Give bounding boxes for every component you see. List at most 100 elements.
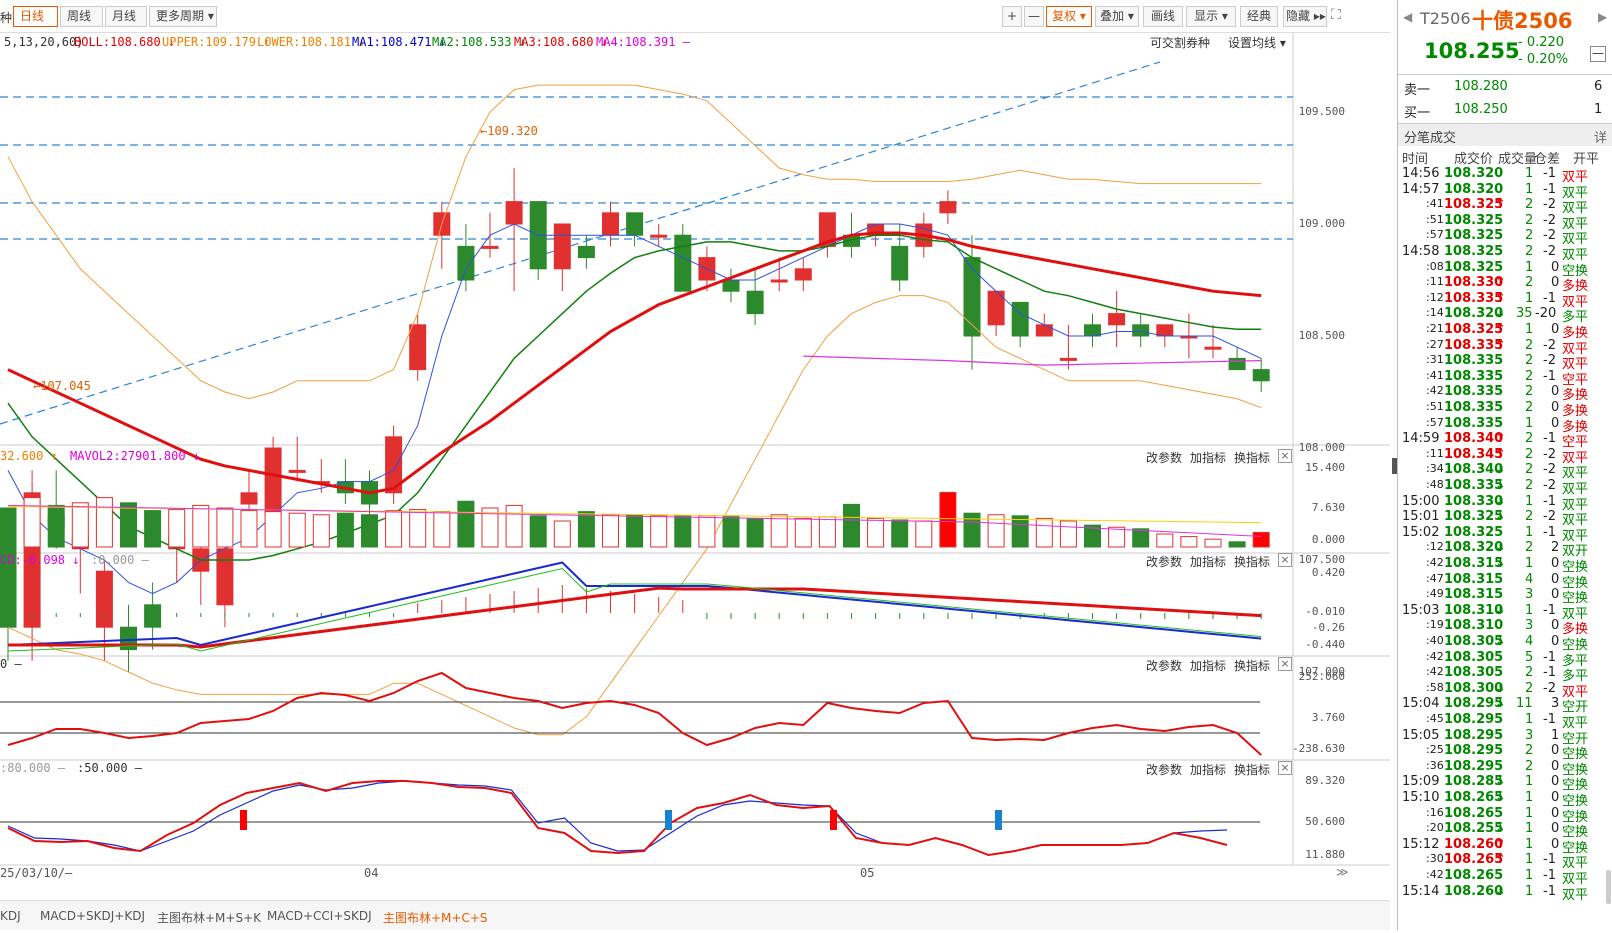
volume-bar <box>794 517 812 548</box>
detail-button[interactable]: 详 <box>1594 131 1608 146</box>
fullscreen-icon[interactable]: ⛶ <box>1331 7 1341 23</box>
toolbar-btn-1[interactable]: — <box>1024 6 1044 27</box>
layout-tab-3[interactable]: MACD+CCI+SKDJ <box>267 909 372 923</box>
trade-volume: 5 <box>1525 649 1534 665</box>
volume-bar <box>1035 517 1053 548</box>
trade-price: 108.295 <box>1444 712 1504 727</box>
volume-bar <box>1059 520 1077 548</box>
trade-type: 多换 <box>1562 279 1589 295</box>
set-ma-link[interactable]: 设置均线 ▾ <box>1228 36 1286 50</box>
trade-type: 双平 <box>1562 466 1589 482</box>
collapse-icon[interactable]: — <box>1590 46 1606 62</box>
trade-row: 15:00 108.330 ↓ 1 -1 双平 <box>1398 494 1612 513</box>
trade-type: 双平 <box>1562 201 1589 217</box>
kdj-link-1[interactable]: 加指标 <box>1190 763 1227 777</box>
trade-oi-change: 0 <box>1551 571 1560 587</box>
candle <box>1011 301 1029 348</box>
kdj-link-2[interactable]: 换指标 <box>1234 763 1271 777</box>
cci-close-icon[interactable]: × <box>1278 657 1292 671</box>
trade-time: :31 <box>1426 353 1444 367</box>
cci-link-1[interactable]: 加指标 <box>1190 659 1227 673</box>
trade-oi-change: -1 <box>1543 431 1556 447</box>
volume-bar <box>1228 541 1246 548</box>
contract-name: 十债2506 <box>1472 9 1573 33</box>
trade-row: :11 108.345 ↑ 2 -2 双平 <box>1398 446 1612 466</box>
price-axis-label: 107.500 <box>1298 553 1345 566</box>
volume-link-0[interactable]: 改参数 <box>1146 451 1183 465</box>
period-tab-2[interactable]: 月线 <box>105 6 147 27</box>
ma1-line <box>7 223 1262 595</box>
trade-row: 14:57 108.320 1 -1 双平 <box>1398 182 1612 201</box>
scrollbar[interactable] <box>1606 870 1611 904</box>
trade-time: :11 <box>1426 275 1444 289</box>
macd-link-2[interactable]: 换指标 <box>1234 555 1271 569</box>
macd-axis-label: -0.26 <box>1311 621 1345 634</box>
cci-link-2[interactable]: 换指标 <box>1234 659 1271 673</box>
boll-legend-item: 5,13,20,60) <box>4 35 84 49</box>
toolbar-btn-0[interactable]: + <box>1002 6 1022 27</box>
trade-volume: 2 <box>1525 758 1534 774</box>
kdj-link-0[interactable]: 改参数 <box>1146 763 1183 777</box>
trade-oi-change: 0 <box>1551 743 1560 759</box>
trade-row: :30 108.265 ↑ 1 -1 双平 <box>1398 852 1612 871</box>
trade-oi-change: 3 <box>1551 696 1560 712</box>
toolbar-btn-4[interactable]: 画线 <box>1143 6 1183 27</box>
period-tab-1[interactable]: 周线 <box>60 6 103 27</box>
toolbar-btn-6[interactable]: 经典 <box>1240 6 1278 27</box>
volume-bar <box>216 507 234 548</box>
trade-row: 15:05 108.295 3 1 空开 <box>1398 728 1612 747</box>
macd-link-0[interactable]: 改参数 <box>1146 555 1183 569</box>
toolbar-btn-3[interactable]: 叠加 ▾ <box>1095 6 1139 27</box>
period-tab-0[interactable]: 日线 <box>13 6 58 27</box>
volume-bar <box>770 514 788 548</box>
deliverable-link[interactable]: 可交割券种 <box>1150 36 1211 50</box>
macd-link-1[interactable]: 加指标 <box>1190 555 1227 569</box>
chart-area[interactable]: 109.500 109.000 108.500 108.000 107.500 107.0… <box>0 33 1390 930</box>
volume-close-icon[interactable]: × <box>1278 449 1292 463</box>
cci-link-0[interactable]: 改参数 <box>1146 659 1183 673</box>
toolbar-btn-5[interactable]: 显示 ▾ <box>1186 6 1236 27</box>
kdj-close-icon[interactable]: × <box>1278 761 1292 775</box>
trade-oi-change: 0 <box>1551 790 1560 805</box>
boll-legend-item: MA3:108.680 ↓ <box>514 35 608 49</box>
trade-time: :14 <box>1426 306 1444 320</box>
trade-time: 15:03 <box>1402 602 1440 618</box>
macd-close-icon[interactable]: × <box>1278 553 1292 567</box>
trade-row: :31 108.335 2 -2 双平 <box>1398 353 1612 372</box>
candle <box>288 436 306 482</box>
trade-row: :11 108.330 ↑ 2 0 多换 <box>1398 275 1612 295</box>
trade-time: :58 <box>1426 680 1444 694</box>
trade-volume: 2 <box>1525 400 1534 415</box>
volume-link-1[interactable]: 加指标 <box>1190 451 1227 465</box>
trade-type: 双平 <box>1562 170 1589 185</box>
period-tab-3[interactable]: 更多周期 ▾ <box>149 6 217 27</box>
down-arrow-icon: ↓ <box>1495 696 1506 712</box>
chart-svg[interactable] <box>0 33 1390 930</box>
candle <box>722 268 740 303</box>
layout-tab-0[interactable]: KDJ <box>0 909 21 923</box>
upper-band <box>7 84 1262 400</box>
down-arrow-icon: ↓ <box>1495 883 1506 899</box>
macd-legend: CD:-0.098 ↓ <box>0 553 80 567</box>
trade-volume: 2 <box>1525 446 1534 462</box>
up-arrow-icon: ↑ <box>1495 290 1506 306</box>
layout-tab-4[interactable]: 主图布林+M+C+S <box>383 911 488 925</box>
layout-tab-2[interactable]: 主图布林+M+S+K <box>157 911 262 925</box>
boll-legend-item: MA2:108.533 ↓ <box>432 35 526 49</box>
scroll-right-icon[interactable]: ≫ <box>1336 865 1349 879</box>
layout-tab-1[interactable]: MACD+SKDJ+KDJ <box>40 909 145 923</box>
trade-time: :57 <box>1426 415 1444 429</box>
trade-type: 空换 <box>1562 762 1589 778</box>
divider <box>1398 74 1612 75</box>
volume-link-2[interactable]: 换指标 <box>1234 451 1271 465</box>
trade-oi-change: -20 <box>1535 306 1557 322</box>
next-icon[interactable]: ▶ <box>1598 10 1608 24</box>
panel-toggle-icon[interactable] <box>1392 458 1397 474</box>
toolbar-btn-7[interactable]: 隐藏 ▸▸ <box>1283 6 1327 27</box>
quote-panel: ◀ T2506 十债2506 ▶ 108.255- 0.220- 0.20% — 卖一 108… <box>1392 0 1612 930</box>
toolbar-btn-2[interactable]: 复权 ▾ <box>1046 6 1092 27</box>
prev-icon[interactable]: ◀ <box>1403 10 1413 24</box>
trade-oi-change: 0 <box>1551 634 1560 649</box>
candle <box>794 257 812 292</box>
down-arrow-icon: ↓ <box>1495 680 1506 696</box>
